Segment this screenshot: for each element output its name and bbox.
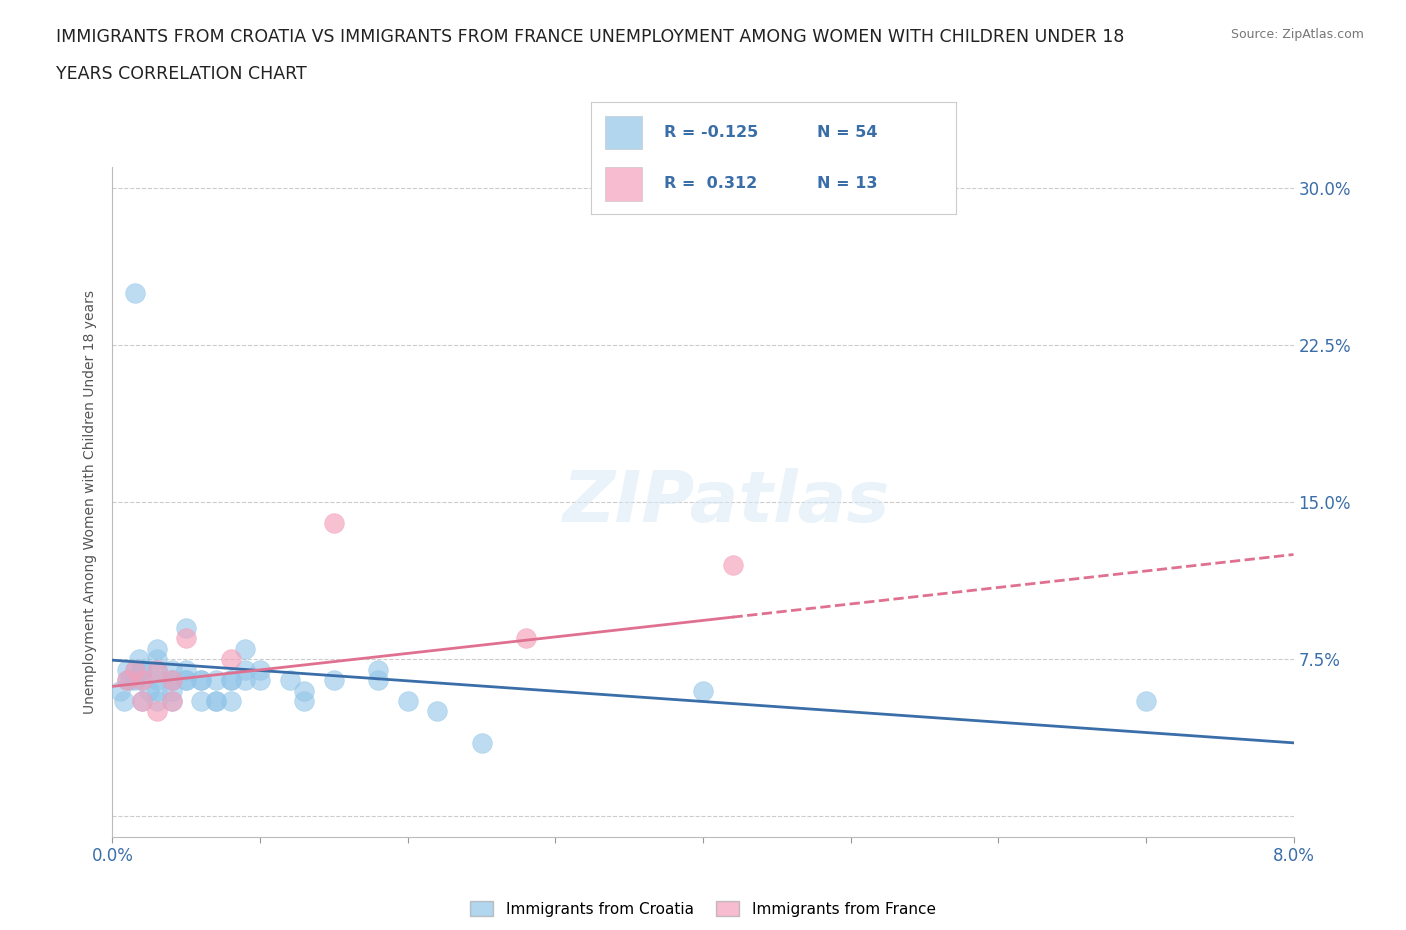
Point: [117, 662, 138, 677]
Point: [174, 620, 197, 635]
Point: [131, 662, 153, 677]
Point: [160, 662, 183, 677]
Point: [233, 672, 256, 687]
Point: [190, 672, 212, 687]
Point: [205, 694, 228, 709]
Point: [174, 672, 197, 687]
Text: Source: ZipAtlas.com: Source: ZipAtlas.com: [1230, 28, 1364, 41]
Point: [160, 672, 183, 687]
Point: [219, 694, 242, 709]
Point: [205, 672, 228, 687]
Point: [233, 662, 256, 677]
Point: [233, 642, 256, 657]
Point: [160, 694, 183, 709]
Point: [721, 558, 744, 573]
Point: [108, 684, 131, 698]
Text: N = 13: N = 13: [817, 177, 877, 192]
Text: ZIPatlas: ZIPatlas: [562, 468, 890, 537]
Point: [367, 662, 389, 677]
Point: [323, 516, 346, 531]
Point: [138, 684, 160, 698]
Point: [219, 672, 242, 687]
Point: [131, 662, 153, 677]
Point: [219, 652, 242, 667]
Point: [124, 672, 146, 687]
Point: [146, 662, 169, 677]
Point: [131, 694, 153, 709]
Point: [146, 684, 169, 698]
Point: [292, 684, 315, 698]
Point: [190, 694, 212, 709]
Point: [146, 652, 169, 667]
Point: [426, 704, 449, 719]
Point: [396, 694, 419, 709]
FancyBboxPatch shape: [605, 167, 641, 201]
Point: [117, 672, 138, 687]
Point: [249, 662, 271, 677]
Y-axis label: Unemployment Among Women with Children Under 18 years: Unemployment Among Women with Children U…: [83, 290, 97, 714]
Point: [692, 684, 714, 698]
Point: [117, 672, 138, 687]
Point: [190, 672, 212, 687]
Point: [205, 694, 228, 709]
Point: [323, 672, 346, 687]
Point: [160, 684, 183, 698]
Point: [124, 286, 146, 300]
Point: [131, 672, 153, 687]
Point: [146, 642, 169, 657]
Point: [146, 694, 169, 709]
Point: [471, 736, 494, 751]
Point: [292, 694, 315, 709]
Point: [174, 672, 197, 687]
Point: [1135, 694, 1157, 709]
Point: [146, 704, 169, 719]
Point: [174, 631, 197, 645]
Point: [124, 662, 146, 677]
Point: [367, 672, 389, 687]
Point: [112, 694, 135, 709]
Point: [146, 672, 169, 687]
Point: [249, 672, 271, 687]
Point: [160, 694, 183, 709]
Text: R =  0.312: R = 0.312: [664, 177, 756, 192]
Text: IMMIGRANTS FROM CROATIA VS IMMIGRANTS FROM FRANCE UNEMPLOYMENT AMONG WOMEN WITH : IMMIGRANTS FROM CROATIA VS IMMIGRANTS FR…: [56, 28, 1125, 46]
Point: [219, 672, 242, 687]
Point: [174, 662, 197, 677]
Text: YEARS CORRELATION CHART: YEARS CORRELATION CHART: [56, 65, 307, 83]
Legend: Immigrants from Croatia, Immigrants from France: Immigrants from Croatia, Immigrants from…: [464, 896, 942, 923]
Point: [278, 672, 301, 687]
Point: [128, 652, 150, 667]
Point: [124, 662, 146, 677]
Point: [160, 672, 183, 687]
Text: N = 54: N = 54: [817, 125, 877, 140]
Point: [515, 631, 537, 645]
Point: [120, 672, 142, 687]
FancyBboxPatch shape: [605, 115, 641, 149]
Point: [146, 662, 169, 677]
Point: [131, 694, 153, 709]
Point: [160, 672, 183, 687]
Point: [131, 672, 153, 687]
Text: R = -0.125: R = -0.125: [664, 125, 758, 140]
